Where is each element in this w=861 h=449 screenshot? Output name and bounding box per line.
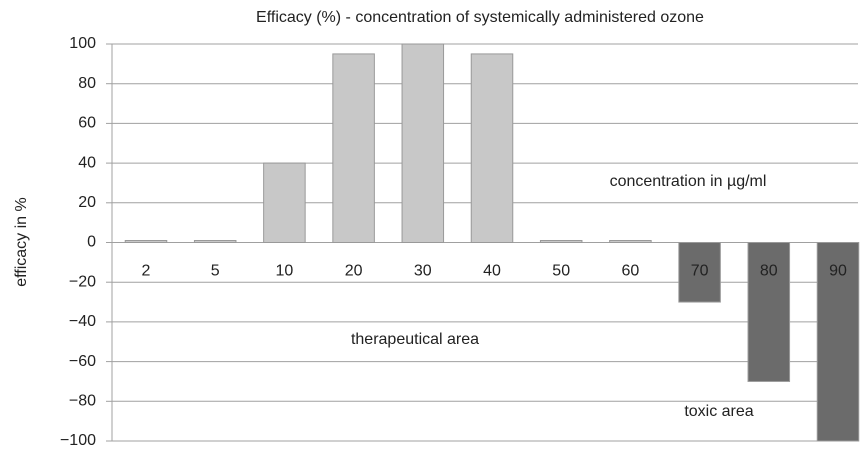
- x-tick-label: 40: [483, 263, 501, 280]
- x-tick-label: 80: [760, 263, 778, 280]
- bar: [747, 242, 791, 382]
- x-tick-label: 90: [829, 263, 847, 280]
- bar: [193, 240, 237, 243]
- y-tick-label: 100: [69, 35, 96, 52]
- x-tick-label: 20: [345, 263, 363, 280]
- bar: [539, 240, 583, 243]
- annotation: concentration in µg/ml: [610, 173, 767, 190]
- x-tick-label: 10: [276, 263, 294, 280]
- bar: [263, 162, 306, 244]
- bar: [816, 242, 860, 442]
- bar: [470, 53, 514, 243]
- y-tick-label: −60: [69, 353, 96, 370]
- annotation: toxic area: [684, 403, 753, 420]
- bar: [678, 242, 721, 303]
- y-tick-label: 80: [78, 75, 96, 92]
- x-tick-label: 70: [691, 263, 709, 280]
- y-tick-label: −100: [60, 432, 96, 449]
- bar: [609, 240, 652, 243]
- x-tick-label: 60: [622, 263, 640, 280]
- bar: [124, 240, 168, 243]
- y-tick-label: −80: [69, 393, 96, 410]
- y-tick-label: 40: [78, 154, 96, 171]
- bar: [401, 43, 445, 243]
- x-tick-label: 5: [211, 263, 220, 280]
- y-tick-label: 0: [87, 234, 96, 251]
- x-tick-label: 30: [414, 263, 432, 280]
- x-tick-label: 50: [552, 263, 570, 280]
- y-tick-label: 20: [78, 194, 96, 211]
- chart-title: Efficacy (%) - concentration of systemic…: [256, 9, 704, 26]
- y-axis-label: efficacy in %: [13, 197, 30, 287]
- y-tick-label: −40: [69, 313, 96, 330]
- bar: [332, 53, 375, 243]
- x-tick-label: 2: [142, 263, 151, 280]
- y-tick-label: 60: [78, 115, 96, 132]
- annotation: therapeutical area: [351, 331, 479, 348]
- y-tick-label: −20: [69, 273, 96, 290]
